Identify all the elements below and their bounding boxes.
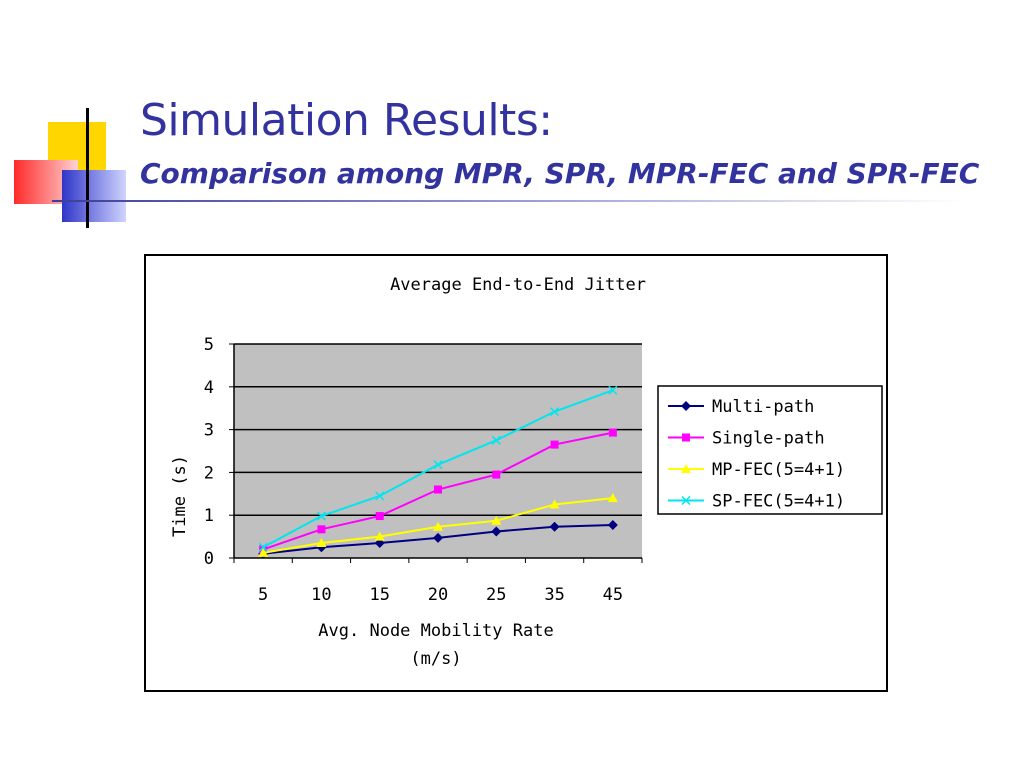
y-tick-label: 1 (204, 506, 214, 526)
x-tick-label: 15 (369, 585, 389, 605)
legend-label: MP-FEC(5=4+1) (712, 460, 845, 480)
data-point (433, 532, 443, 543)
decor-blue-block (62, 170, 126, 222)
data-point (607, 493, 618, 503)
series-lines (258, 385, 618, 559)
data-point (608, 385, 618, 395)
legend-label: Multi-path (712, 397, 814, 417)
data-point (434, 485, 442, 494)
legend-marker (681, 495, 691, 506)
y-tick-label: 3 (204, 421, 214, 441)
data-point (608, 428, 617, 437)
data-point (549, 521, 560, 532)
data-point (492, 470, 501, 479)
legend: Multi-path Single-path MP-FEC(5=4+1) SP-FEC… (657, 385, 883, 515)
y-tick-label: 0 (204, 549, 214, 569)
data-point (316, 511, 326, 521)
data-point (374, 531, 385, 541)
slide-title: Simulation Results: (140, 95, 553, 146)
data-point (491, 515, 502, 525)
decor-vertical-line (86, 108, 89, 228)
legend-marker (681, 401, 691, 411)
data-point (375, 512, 384, 521)
data-point (491, 435, 501, 445)
data-point (549, 499, 560, 509)
legend-label: Single-path (712, 429, 825, 449)
x-tick-label: 10 (311, 585, 331, 605)
y-tick-label: 4 (204, 378, 214, 398)
data-point (491, 526, 502, 537)
x-axis-label-line-1: Avg. Node Mobility Rate (318, 621, 553, 641)
data-point (550, 407, 560, 417)
data-point (316, 538, 327, 548)
y-tick-label: 2 (204, 463, 214, 483)
y-axis-label: Time (s) (170, 455, 190, 537)
x-tick-label: 45 (603, 585, 623, 605)
y-tick-label: 5 (204, 335, 214, 355)
data-point (550, 440, 559, 449)
legend-marker (682, 433, 690, 442)
data-point (258, 542, 268, 552)
legend-box (657, 385, 883, 515)
slide-subtitle: Comparison among MPR, SPR, MPR-FEC and S… (140, 157, 980, 190)
data-point (433, 521, 443, 531)
data-point (317, 525, 326, 534)
x-tick-label: 20 (428, 585, 448, 605)
legend-label: SP-FEC(5=4+1) (712, 492, 845, 512)
title-underline (52, 200, 962, 202)
chart-area: Average End-to-End Jitter 0 1 2 3 4 5 5 10 15 20 2… (144, 254, 888, 692)
x-tick-label: 35 (544, 585, 564, 605)
legend-marker (681, 464, 691, 473)
chart-title: Average End-to-End Jitter (390, 275, 646, 295)
x-tick-label: 5 (258, 585, 268, 605)
x-axis-label-line-2: (m/s) (410, 649, 461, 669)
data-point (433, 460, 443, 470)
data-point (258, 547, 269, 557)
x-tick-label: 25 (486, 585, 506, 605)
data-point (375, 491, 385, 501)
data-point (607, 520, 618, 531)
